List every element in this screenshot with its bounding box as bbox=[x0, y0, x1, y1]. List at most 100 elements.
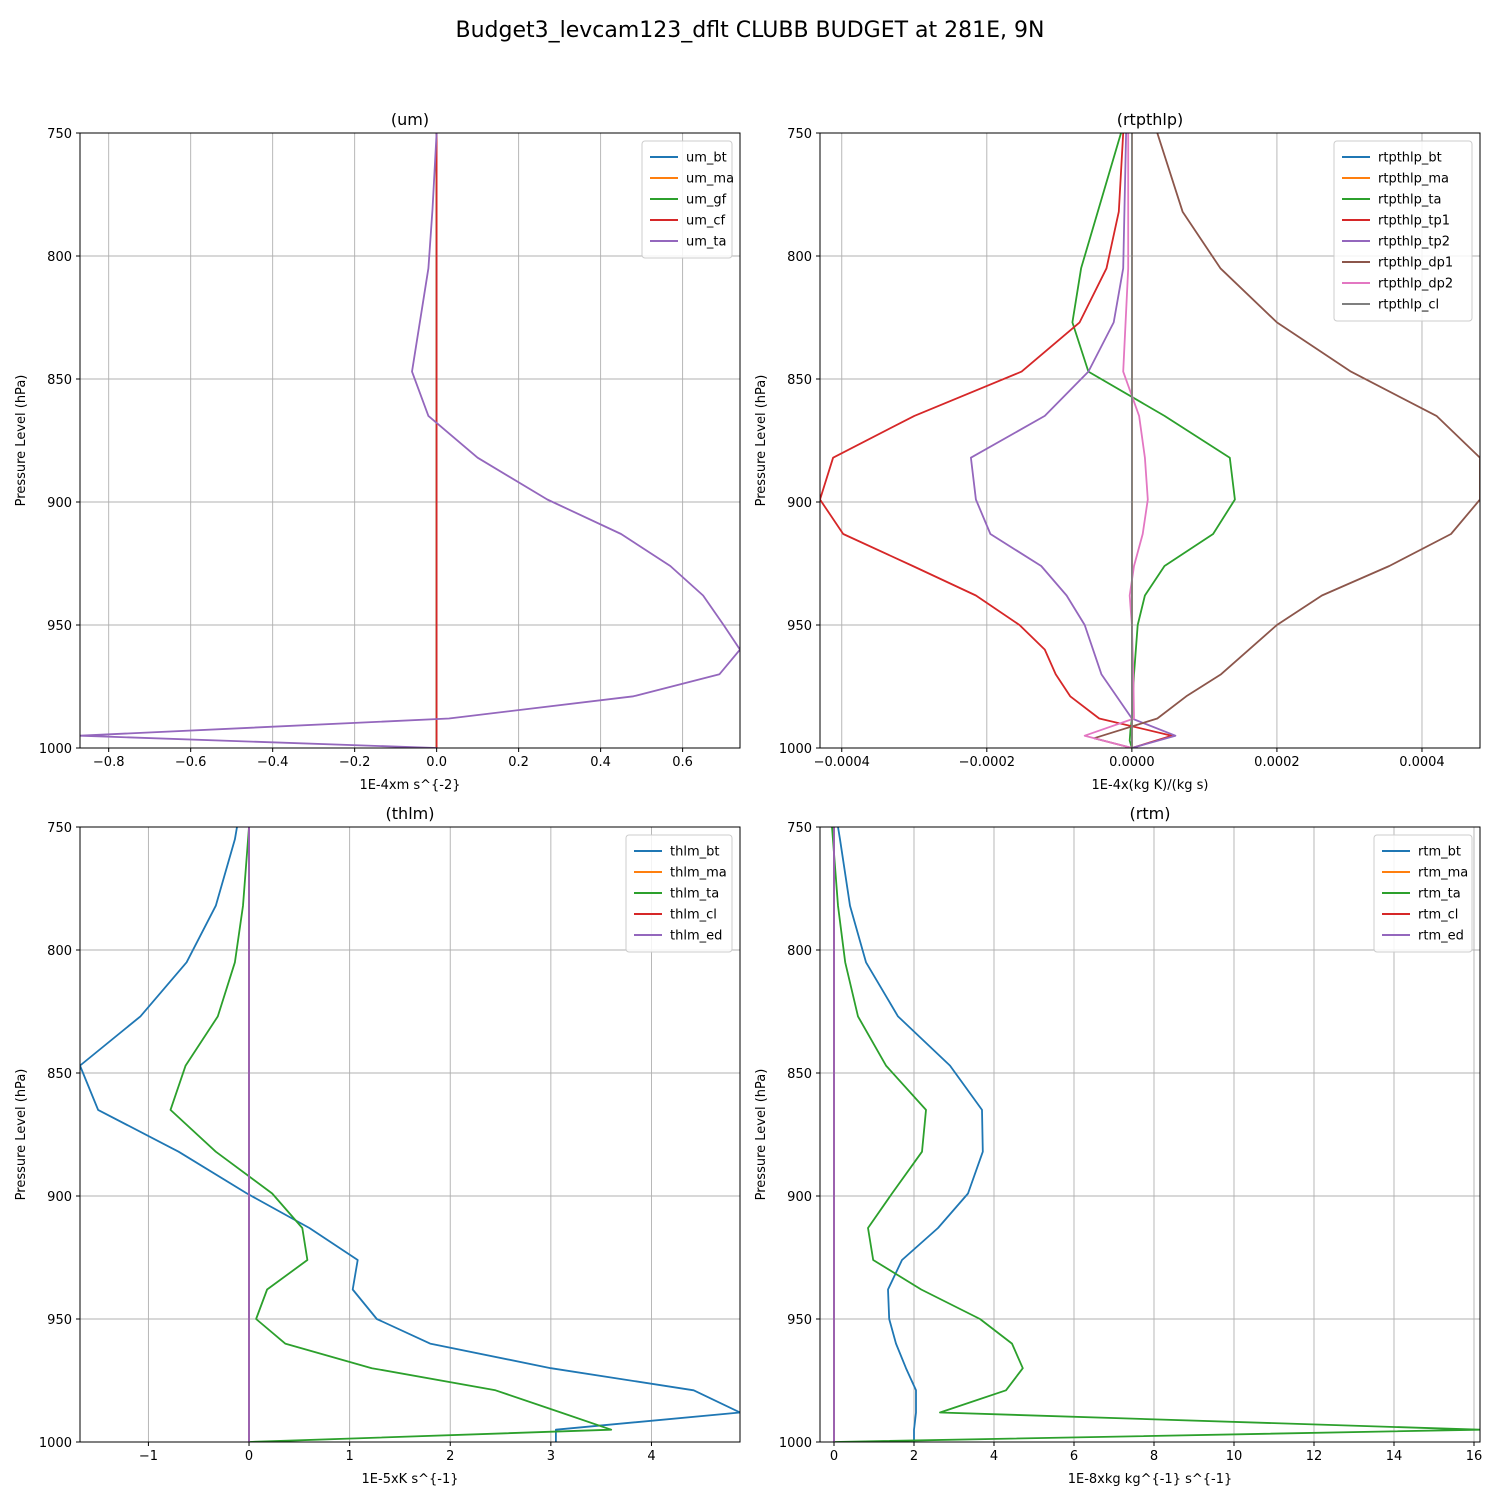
legend-label-um_bt: um_bt bbox=[686, 151, 727, 166]
series-line-rtm_bt bbox=[837, 827, 984, 1442]
y-tick-label: 800 bbox=[47, 250, 72, 265]
x-tick-label: 16 bbox=[1466, 1449, 1483, 1464]
y-tick-label: 1000 bbox=[39, 1436, 72, 1451]
x-tick-label: 0 bbox=[830, 1449, 838, 1464]
y-tick-label: 1000 bbox=[779, 1436, 812, 1451]
series-group bbox=[80, 827, 740, 1442]
y-tick-label: 950 bbox=[787, 619, 812, 634]
legend: thlm_bt thlm_ma thlm_ta thlm_cl thlm_ed bbox=[625, 834, 733, 953]
x-tick-label: 12 bbox=[1306, 1449, 1323, 1464]
axes-frame bbox=[79, 826, 741, 1443]
legend-label-rtpthlp_ma: rtpthlp_ma bbox=[1378, 172, 1449, 187]
legend-label-thlm_bt: thlm_bt bbox=[670, 845, 719, 860]
legend-label-rtpthlp_tp2: rtpthlp_tp2 bbox=[1378, 235, 1450, 250]
x-tick-label: 1 bbox=[345, 1449, 353, 1464]
x-tick-label: 0.0 bbox=[426, 755, 447, 770]
legend-label-rtm_ma: rtm_ma bbox=[1418, 866, 1468, 881]
y-tick-label: 850 bbox=[47, 373, 72, 388]
x-tick-label: 0.6 bbox=[672, 755, 693, 770]
legend-box bbox=[1373, 834, 1473, 953]
legend-label-rtpthlp_cl: rtpthlp_cl bbox=[1378, 298, 1439, 313]
x-tick-label: 0.0002 bbox=[1254, 755, 1300, 770]
y-tick-label: 750 bbox=[787, 821, 812, 836]
y-tick-label: 750 bbox=[47, 821, 72, 836]
legend-label-rtpthlp_dp1: rtpthlp_dp1 bbox=[1378, 256, 1453, 271]
series-line-thlm_bt bbox=[80, 827, 740, 1442]
x-tick-label: 3 bbox=[547, 1449, 555, 1464]
y-tick-label: 900 bbox=[787, 1190, 812, 1205]
legend-label-rtpthlp_dp2: rtpthlp_dp2 bbox=[1378, 277, 1453, 292]
series-group bbox=[831, 827, 1480, 1442]
y-tick-label: 1000 bbox=[779, 742, 812, 757]
panel-title: (rtpthlp) bbox=[1117, 110, 1184, 129]
y-tick-label: 750 bbox=[787, 127, 812, 142]
x-tick-label: 10 bbox=[1226, 1449, 1243, 1464]
x-tick-label: 6 bbox=[1070, 1449, 1078, 1464]
legend-label-um_cf: um_cf bbox=[686, 214, 726, 229]
legend-label-rtm_bt: rtm_bt bbox=[1418, 845, 1461, 860]
series-line-thlm_ta bbox=[169, 827, 613, 1442]
panel-0: −0.8 −0.6 −0.4 −0.2 0.0 0.2 0.4 0.6 750 800 850 900… bbox=[14, 110, 741, 793]
y-tick-label: 800 bbox=[787, 250, 812, 265]
y-axis-label: Pressure Level (hPa) bbox=[14, 375, 29, 507]
y-axis-label: Pressure Level (hPa) bbox=[754, 1069, 769, 1201]
legend-label-rtpthlp_tp1: rtpthlp_tp1 bbox=[1378, 214, 1450, 229]
series-line-rtpthlp_tp2 bbox=[970, 133, 1177, 748]
x-tick-label: 4 bbox=[647, 1449, 655, 1464]
legend: um_bt um_ma um_gf um_cf um_ta bbox=[641, 140, 734, 259]
y-tick-label: 800 bbox=[47, 944, 72, 959]
legend-label-rtpthlp_ta: rtpthlp_ta bbox=[1378, 193, 1441, 208]
legend-label-thlm_cl: thlm_cl bbox=[670, 908, 717, 923]
legend-box bbox=[641, 140, 733, 259]
y-tick-label: 900 bbox=[47, 1190, 72, 1205]
x-axis-label: 1E-4xm s^{-2} bbox=[359, 778, 460, 793]
x-tick-label: 0.0000 bbox=[1109, 755, 1155, 770]
x-tick-label: 14 bbox=[1386, 1449, 1403, 1464]
panel-title: (um) bbox=[391, 110, 429, 129]
legend-label-um_ta: um_ta bbox=[686, 235, 726, 250]
panel-2: −1 0 1 2 3 4 750 800 850 900 950 1000 (thlm) 1E-5xK s… bbox=[14, 804, 741, 1487]
legend-box bbox=[1333, 140, 1473, 322]
x-tick-label: −0.4 bbox=[257, 755, 289, 770]
x-tick-label: 8 bbox=[1150, 1449, 1158, 1464]
legend-label-rtpthlp_bt: rtpthlp_bt bbox=[1378, 151, 1442, 166]
series-line-rtpthlp_tp1 bbox=[820, 133, 1173, 748]
x-tick-label: 0.0004 bbox=[1399, 755, 1445, 770]
axes-frame bbox=[819, 826, 1481, 1443]
series-line-um_ta bbox=[80, 133, 740, 748]
panel-title: (rtm) bbox=[1130, 804, 1171, 823]
series-line-rtpthlp_dp1 bbox=[1093, 133, 1480, 748]
x-tick-label: 4 bbox=[990, 1449, 998, 1464]
y-tick-label: 750 bbox=[47, 127, 72, 142]
x-tick-label: 0.2 bbox=[508, 755, 529, 770]
legend-label-thlm_ed: thlm_ed bbox=[670, 929, 722, 944]
legend-label-rtm_ed: rtm_ed bbox=[1418, 929, 1464, 944]
x-axis-label: 1E-5xK s^{-1} bbox=[362, 1472, 459, 1487]
y-tick-label: 950 bbox=[47, 1313, 72, 1328]
panel-1: −0.0004 −0.0002 0.0000 0.0002 0.0004 750 800 85… bbox=[754, 110, 1481, 793]
x-tick-label: −1 bbox=[139, 1449, 158, 1464]
series-group bbox=[820, 133, 1480, 748]
series-line-rtpthlp_dp2 bbox=[1083, 133, 1149, 748]
y-tick-label: 950 bbox=[787, 1313, 812, 1328]
series-group bbox=[80, 133, 740, 748]
y-tick-label: 900 bbox=[47, 496, 72, 511]
y-tick-label: 950 bbox=[47, 619, 72, 634]
legend-label-rtm_ta: rtm_ta bbox=[1418, 887, 1461, 902]
legend: rtpthlp_bt rtpthlp_ma rtpthlp_ta rtpthlp_tp… bbox=[1333, 140, 1473, 322]
x-tick-label: 2 bbox=[910, 1449, 918, 1464]
y-tick-label: 850 bbox=[47, 1067, 72, 1082]
y-tick-label: 850 bbox=[787, 1067, 812, 1082]
panels: −0.8 −0.6 −0.4 −0.2 0.0 0.2 0.4 0.6750800850900… bbox=[14, 110, 1482, 1487]
axes-frame bbox=[819, 132, 1481, 749]
x-tick-label: 2 bbox=[446, 1449, 454, 1464]
x-tick-label: −0.2 bbox=[339, 755, 371, 770]
panel-title: (thlm) bbox=[386, 804, 435, 823]
legend-label-um_gf: um_gf bbox=[686, 193, 727, 208]
panel-3: 0 2 4 6 8 10 12 14 16 750 800 850 900 950 1000 (rtm) 1E-… bbox=[754, 804, 1482, 1487]
figure-title: Budget3_levcam123_dflt CLUBB BUDGET at 2… bbox=[456, 18, 1045, 43]
x-axis-label: 1E-8xkg kg^{-1} s^{-1} bbox=[1068, 1472, 1233, 1487]
legend-label-thlm_ta: thlm_ta bbox=[670, 887, 719, 902]
y-tick-label: 1000 bbox=[39, 742, 72, 757]
